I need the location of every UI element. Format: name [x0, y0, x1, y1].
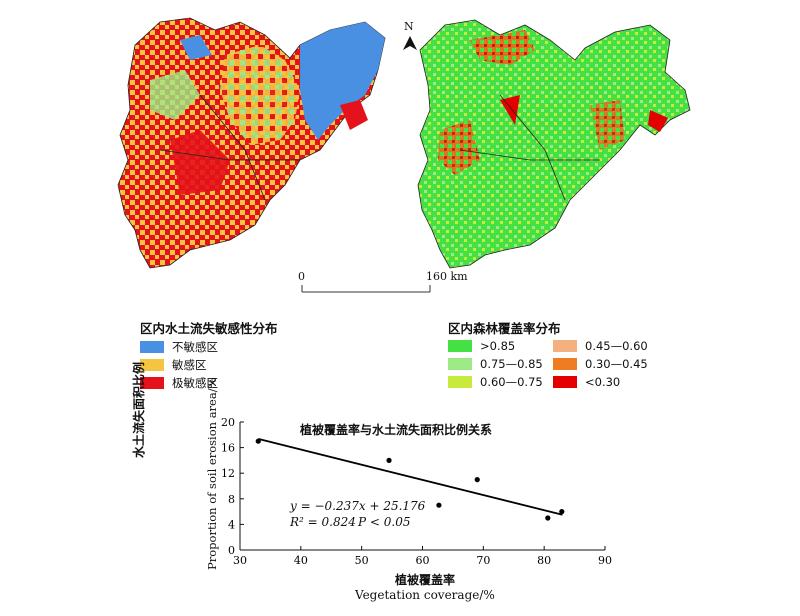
north-arrow-icon [403, 36, 417, 50]
forest-legend-label: 0.45—0.60 [585, 339, 648, 353]
x-tick-label: 60 [416, 554, 430, 567]
scale-start-label: 0 [298, 270, 305, 283]
y-tick-label: 8 [228, 493, 235, 506]
sensitivity-legend-title: 区内水土流失敏感性分布 [140, 321, 278, 336]
forest-legend-label: <0.30 [585, 375, 621, 389]
forest-legend-label: 0.75—0.85 [480, 357, 543, 371]
y-axis-label-en: Proportion of soil erosion area/% [205, 377, 219, 570]
y-tick-label: 12 [221, 467, 235, 480]
tick-layer: 30 40 50 60 70 80 90 0 4 8 12 16 20 [221, 416, 612, 567]
r-squared: R² = 0.824 [290, 515, 356, 529]
forest-legend-item: >0.85 [448, 339, 515, 353]
y-tick-label: 4 [228, 518, 235, 531]
sensitivity-legend-item: 不敏感区 [140, 339, 218, 355]
forest-legend-item: <0.30 [553, 375, 620, 389]
y-axis-label-cn: 水土流失面积比例 [132, 362, 146, 459]
sensitivity-legend-item: 极敏感区 [140, 375, 218, 391]
x-tick-label: 90 [598, 554, 612, 567]
y-tick-label: 20 [221, 416, 235, 429]
forest-legend-item: 0.75—0.85 [448, 357, 543, 371]
forest-legend-label: 0.30—0.45 [585, 357, 648, 371]
scale-end-label: 160 km [426, 270, 468, 283]
forest-legend-swatch [553, 376, 577, 388]
y-tick-label: 0 [228, 544, 235, 557]
x-tick-label: 30 [233, 554, 247, 567]
regression-equation: y = −0.237x + 25.176 [290, 499, 426, 513]
y-tick-label: 16 [221, 442, 235, 455]
data-point [436, 502, 442, 508]
sensitivity-legend-label: 不敏感区 [172, 340, 218, 354]
sensitivity-legend-item: 敏感区 [140, 357, 207, 373]
forest-legend-item: 0.60—0.75 [448, 375, 543, 389]
plot-frame [239, 422, 605, 551]
p-value: P < 0.05 [358, 515, 411, 529]
forest-legend-swatch [448, 376, 472, 388]
forest-legend-swatch [448, 358, 472, 370]
x-tick-label: 70 [476, 554, 490, 567]
x-tick-label: 80 [537, 554, 551, 567]
forest-legend-swatch [448, 340, 472, 352]
sensitivity-map [117, 17, 386, 269]
forest-legend-title: 区内森林覆盖率分布 [448, 321, 561, 336]
maps-panel [117, 17, 691, 293]
x-axis-label-en: Vegetation coverage/% [355, 588, 495, 602]
sensitivity-legend-swatch [140, 377, 164, 389]
data-point [545, 515, 551, 521]
chart-title: 植被覆盖率与水土流失面积比例关系 [300, 423, 493, 437]
x-tick-label: 40 [294, 554, 308, 567]
forest-legend-label: 0.60—0.75 [480, 375, 543, 389]
forest-legend-swatch [553, 358, 577, 370]
sensitivity-legend-swatch [140, 341, 164, 353]
x-tick-label: 50 [355, 554, 369, 567]
forest-coverage-map [417, 19, 691, 269]
scale-bar [301, 285, 431, 293]
sensitivity-legend-label: 敏感区 [172, 358, 207, 372]
x-axis-label-cn: 植被覆盖率 [395, 573, 456, 587]
sensitivity-legend-swatch [140, 359, 164, 371]
north-label: N [404, 20, 414, 33]
data-point [559, 509, 565, 515]
forest-legend-swatch [553, 340, 577, 352]
forest-legend-label: >0.85 [480, 339, 516, 353]
data-point [474, 477, 480, 483]
data-point [255, 438, 261, 444]
data-point [386, 457, 392, 463]
forest-legend-item: 0.45—0.60 [553, 339, 648, 353]
forest-legend-item: 0.30—0.45 [553, 357, 648, 371]
sensitivity-legend-label: 极敏感区 [172, 376, 218, 390]
